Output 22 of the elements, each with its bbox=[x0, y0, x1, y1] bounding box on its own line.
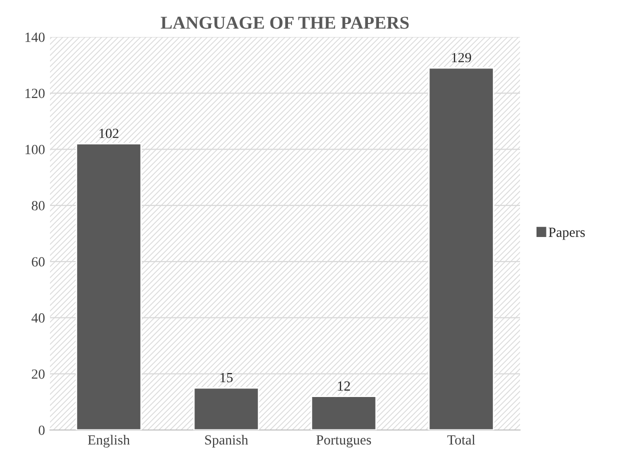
y-tick-label: 0 bbox=[38, 426, 45, 435]
y-tick-label: 40 bbox=[32, 313, 45, 323]
y-tick-label: 100 bbox=[26, 144, 45, 154]
y-tick-label: 120 bbox=[26, 88, 45, 98]
bar bbox=[428, 67, 494, 430]
x-tick-label: Spanish bbox=[205, 434, 248, 448]
bar bbox=[310, 396, 377, 430]
y-tick-label: 140 bbox=[26, 32, 45, 42]
data-label: 102 bbox=[100, 128, 118, 138]
bar bbox=[193, 387, 260, 430]
data-label: 12 bbox=[338, 381, 350, 391]
x-tick-label: English bbox=[88, 434, 130, 448]
y-tick-label: 80 bbox=[32, 201, 45, 210]
chart-title: LANGUAGE OF THE PAPERS bbox=[160, 16, 409, 29]
data-label: 15 bbox=[220, 372, 233, 382]
y-tick-label: 20 bbox=[32, 369, 45, 379]
x-tick-label: Total bbox=[447, 434, 476, 445]
legend-label: Papers bbox=[548, 228, 585, 240]
y-tick-label: 60 bbox=[32, 257, 45, 267]
x-tick-label: Portugues bbox=[316, 435, 372, 448]
data-label: 129 bbox=[452, 52, 472, 62]
bar bbox=[76, 142, 142, 430]
